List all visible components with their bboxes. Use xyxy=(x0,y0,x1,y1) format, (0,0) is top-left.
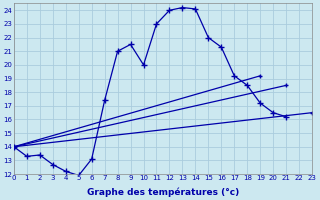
X-axis label: Graphe des températures (°c): Graphe des températures (°c) xyxy=(87,187,239,197)
